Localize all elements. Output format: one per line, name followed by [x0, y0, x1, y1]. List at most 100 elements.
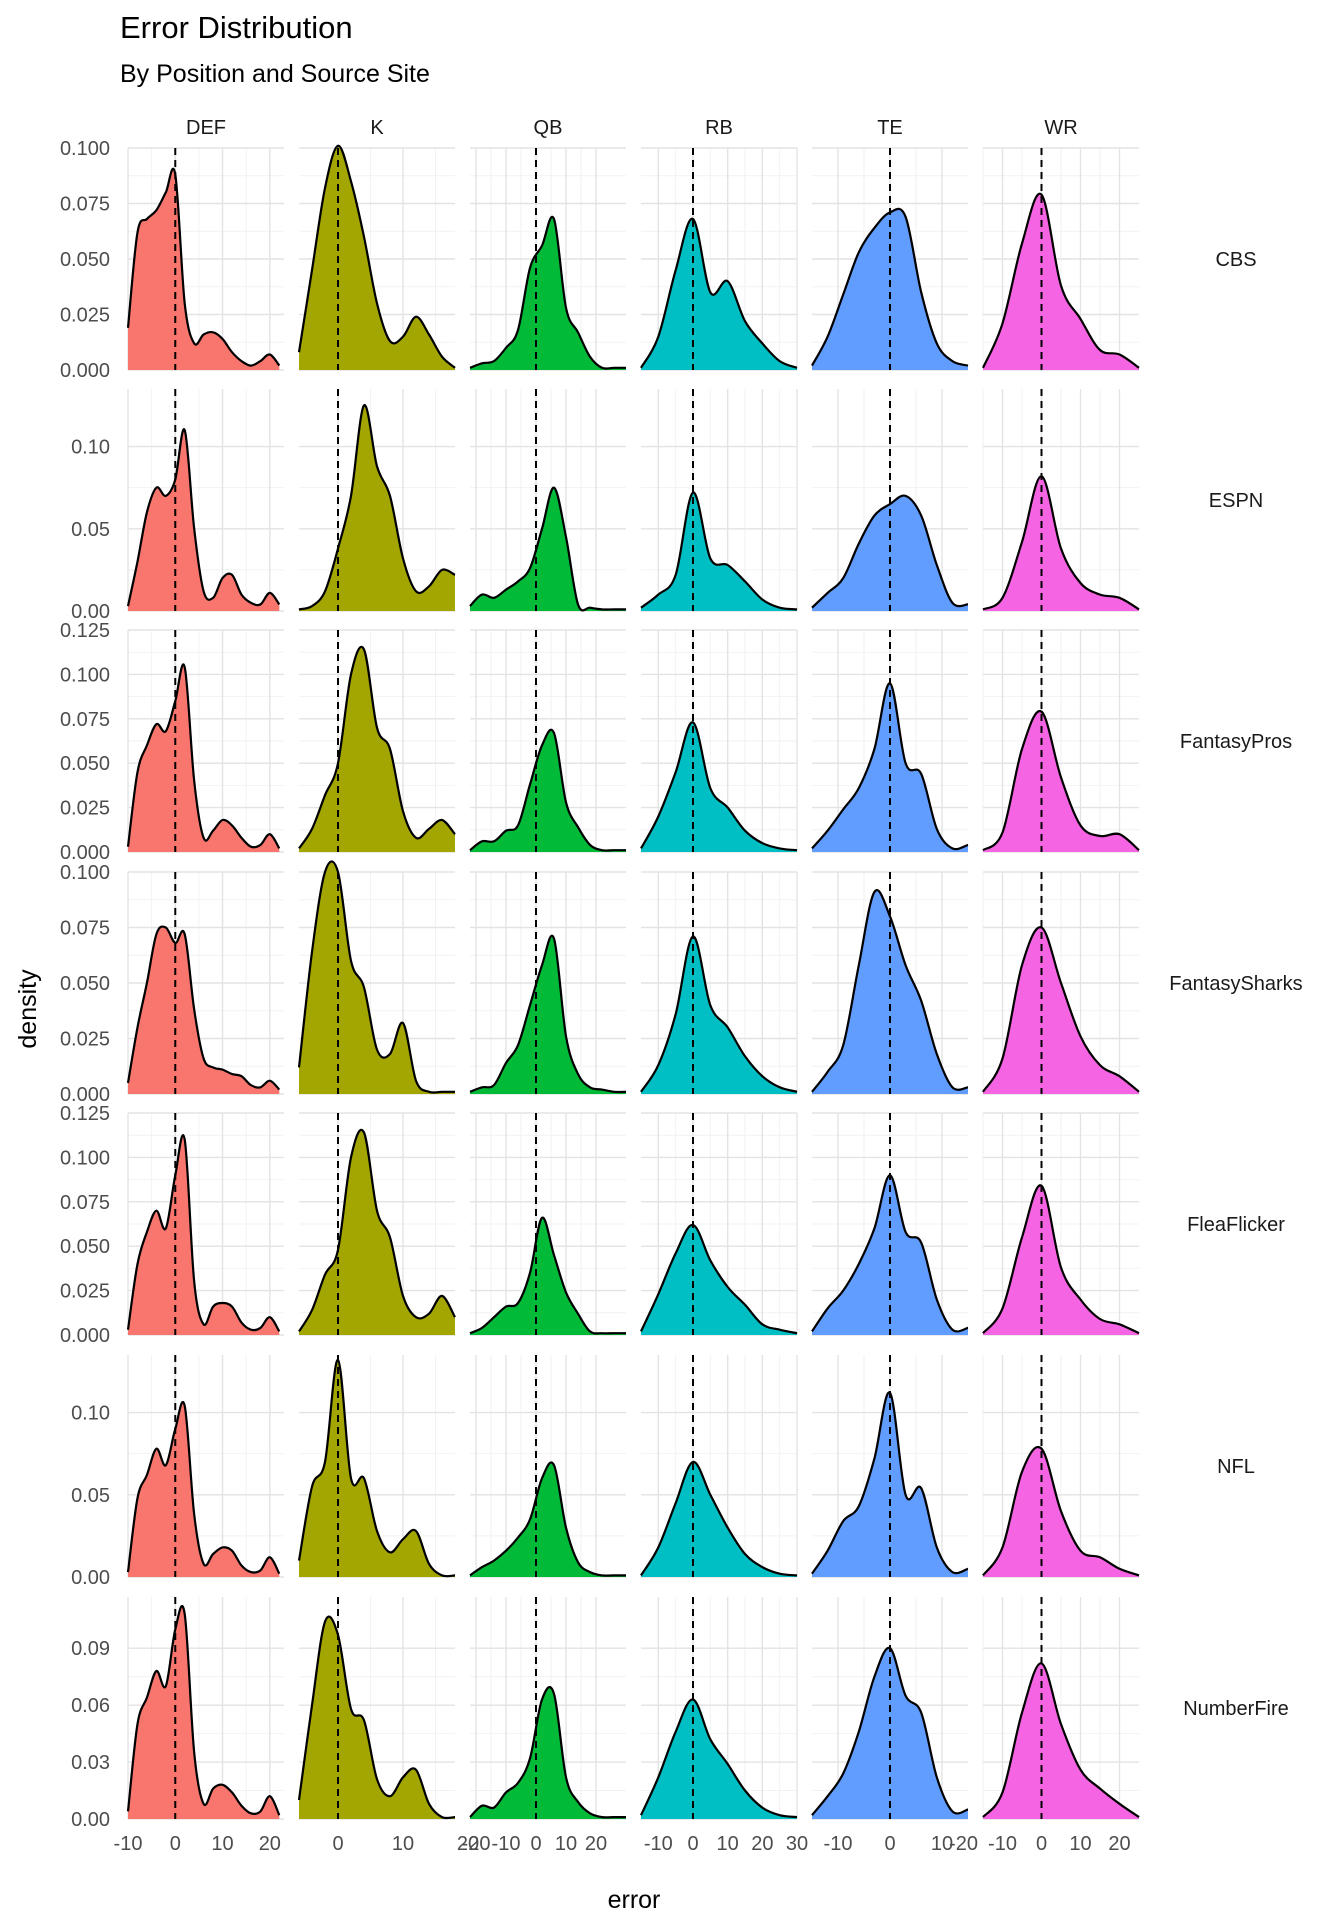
density-line — [126, 1401, 281, 1575]
density-area — [641, 1699, 797, 1819]
y-tick-label: 0.025 — [60, 1281, 110, 1303]
density-area — [470, 1687, 626, 1819]
facet-panel — [811, 871, 969, 1095]
density-line — [298, 404, 456, 611]
density-line — [469, 486, 626, 612]
density-area — [812, 495, 968, 611]
x-tick-label: 0 — [1036, 1833, 1047, 1855]
density-area — [641, 1224, 797, 1335]
density-line — [126, 663, 281, 850]
density-area — [299, 1359, 455, 1577]
density-line — [126, 925, 281, 1091]
x-tick-label: -10 — [114, 1833, 143, 1855]
density-area — [128, 1401, 280, 1577]
density-area — [470, 729, 626, 852]
density-area — [299, 405, 455, 611]
facet-panel — [126, 871, 284, 1095]
x-tick-label: 20 — [259, 1833, 281, 1855]
y-tick-label: 0.00 — [71, 1567, 110, 1589]
x-tick-label: -20 — [949, 1833, 978, 1855]
facet-panel — [811, 147, 969, 371]
density-line — [640, 935, 798, 1093]
x-tick-label: 20 — [1108, 1833, 1130, 1855]
x-tick-label: 20 — [751, 1833, 773, 1855]
y-tick-label: 0.000 — [60, 842, 110, 864]
density-line — [981, 192, 1140, 369]
density-area — [641, 1461, 797, 1577]
density-line — [297, 144, 456, 369]
facet-panel — [298, 389, 456, 612]
density-line — [640, 721, 798, 852]
facet-panel — [811, 629, 969, 853]
row-strip-label: NFL — [1217, 1456, 1255, 1478]
y-tick-label: 0.100 — [60, 1147, 110, 1169]
row-strip-label: FantasyPros — [1180, 731, 1292, 753]
density-line — [469, 215, 626, 370]
facet-panel — [297, 1355, 456, 1578]
density-line — [298, 645, 456, 850]
row-strip-label: FantasySharks — [1169, 973, 1302, 995]
density-line — [297, 860, 455, 1094]
density-area — [299, 646, 455, 852]
x-tick-label: 20 — [585, 1833, 607, 1855]
column-strip-label: RB — [705, 117, 733, 139]
facet-panel — [298, 1112, 456, 1336]
facet-panel — [469, 1597, 626, 1820]
facet-panel — [982, 871, 1140, 1095]
x-tick-label: 0 — [530, 1833, 541, 1855]
density-line — [982, 1446, 1140, 1577]
density-line — [982, 710, 1140, 852]
density-line — [811, 494, 969, 609]
facet-panel — [469, 629, 626, 853]
density-line — [469, 1461, 626, 1577]
y-tick-label: 0.125 — [60, 1103, 110, 1125]
density-area — [128, 926, 280, 1094]
facet-panel — [982, 1355, 1140, 1578]
chart-title: Error Distribution — [120, 10, 353, 45]
facet-panel — [982, 1597, 1140, 1820]
facet-panel — [297, 860, 455, 1095]
density-line — [126, 1134, 281, 1333]
density-line — [297, 1615, 456, 1820]
facet-panel — [298, 629, 456, 853]
density-area — [470, 487, 626, 611]
y-tick-label: 0.125 — [60, 620, 110, 642]
density-line — [298, 1128, 456, 1332]
chart-subtitle: By Position and Source Site — [120, 60, 430, 88]
y-tick-label: 0.03 — [71, 1752, 110, 1774]
density-area — [299, 145, 455, 370]
facet-panel — [126, 147, 284, 371]
density-area — [299, 1129, 455, 1335]
density-line — [640, 217, 798, 369]
facet-panel — [811, 1112, 969, 1336]
y-tick-label: 0.09 — [71, 1638, 110, 1660]
density-area — [812, 1175, 968, 1335]
y-tick-label: 0.025 — [60, 1029, 110, 1051]
density-line — [469, 1685, 626, 1819]
density-area — [128, 1605, 280, 1819]
density-line — [126, 1604, 281, 1816]
density-area — [128, 429, 280, 611]
density-area — [641, 218, 797, 370]
facet-panel — [982, 629, 1140, 853]
column-strip-label: QB — [534, 117, 563, 139]
density-line — [469, 934, 627, 1094]
density-line — [126, 167, 281, 367]
density-area — [983, 1663, 1139, 1819]
density-line — [469, 728, 626, 852]
facet-panel — [640, 389, 798, 612]
column-strip-label: K — [370, 117, 384, 139]
facet-panel — [469, 1355, 626, 1578]
density-area — [299, 1616, 455, 1819]
y-tick-label: 0.050 — [60, 753, 110, 775]
y-tick-label: 0.100 — [60, 664, 110, 686]
y-tick-label: 0.075 — [60, 194, 110, 216]
density-line — [982, 1662, 1140, 1819]
y-tick-label: 0.075 — [60, 918, 110, 940]
y-tick-label: 0.10 — [71, 437, 110, 459]
y-tick-label: 0.050 — [60, 249, 110, 271]
density-line — [640, 1460, 798, 1577]
y-tick-label: 0.100 — [60, 138, 110, 160]
